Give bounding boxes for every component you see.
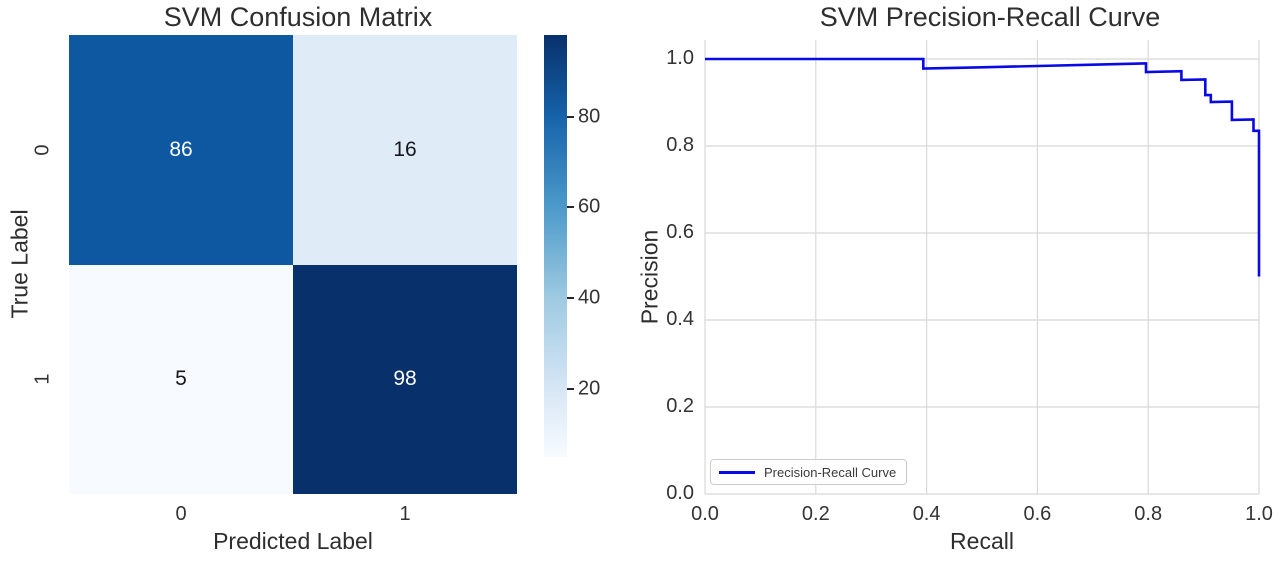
colorbar-tickmark-80 (567, 115, 574, 118)
pr-ytick-0.2: 0.2 (666, 395, 694, 417)
heatmap-cell-r1c1: 98 (293, 264, 517, 494)
colorbar-ticklabel-60: 60 (578, 195, 601, 218)
pr-ytick-0.4: 0.4 (666, 308, 694, 330)
confusion-matrix-title: SVM Confusion Matrix (163, 2, 433, 32)
pr-curve-xlabel: Recall (950, 528, 1014, 554)
heatmap-cell-value: 86 (169, 137, 193, 161)
heatmap-cell-r0c0: 86 (69, 35, 293, 265)
pr-xtick-1.0: 1.0 (1245, 503, 1273, 525)
colorbar-tickmark-20 (567, 387, 574, 390)
pr-ytick-0.0: 0.0 (666, 482, 694, 504)
pr-ytick-0.6: 0.6 (666, 221, 694, 243)
pr-curve-svg (704, 39, 1261, 495)
pr-ytick-1.0: 1.0 (666, 47, 694, 69)
colorbar-ticklabel-40: 40 (578, 286, 601, 309)
colorbar (544, 35, 567, 457)
confusion-matrix-xlabel: Predicted Label (213, 528, 373, 554)
confusion-matrix-ylabel: True Label (6, 209, 33, 319)
pr-curve-plot-area (690, 35, 1275, 505)
colorbar-ticklabel-80: 80 (578, 105, 601, 128)
cm-xtick-0: 0 (175, 503, 187, 525)
cm-ytick-1: 1 (31, 373, 54, 385)
pr-xtick-0.4: 0.4 (912, 503, 941, 525)
heatmap-cell-r1c0: 5 (69, 264, 293, 494)
heatmap-cell-value: 5 (175, 367, 187, 391)
confusion-matrix-heatmap: 86 16 5 98 (69, 35, 517, 494)
legend-label: Precision-Recall Curve (764, 464, 897, 480)
pr-xtick-0.6: 0.6 (1023, 503, 1052, 525)
pr-ytick-0.8: 0.8 (666, 134, 694, 156)
precision-recall-curve-line (705, 57, 1261, 277)
pr-xtick-0.2: 0.2 (801, 503, 830, 525)
pr-curve-ylabel: Precision (636, 229, 663, 325)
cm-xtick-1: 1 (399, 503, 411, 525)
pr-curve-legend: Precision-Recall Curve (710, 459, 908, 485)
pr-xtick-0.8: 0.8 (1134, 503, 1163, 525)
legend-line-swatch (719, 470, 755, 474)
colorbar-ticklabel-20: 20 (578, 377, 601, 400)
colorbar-tickmark-40 (567, 297, 574, 300)
cm-ytick-0: 0 (31, 144, 54, 156)
heatmap-cell-value: 98 (393, 367, 417, 391)
heatmap-cell-r0c1: 16 (293, 35, 517, 265)
heatmap-cell-value: 16 (393, 137, 417, 161)
pr-xtick-0.0: 0.0 (691, 503, 719, 525)
colorbar-tickmark-60 (567, 206, 574, 209)
pr-curve-title: SVM Precision-Recall Curve (819, 2, 1161, 32)
